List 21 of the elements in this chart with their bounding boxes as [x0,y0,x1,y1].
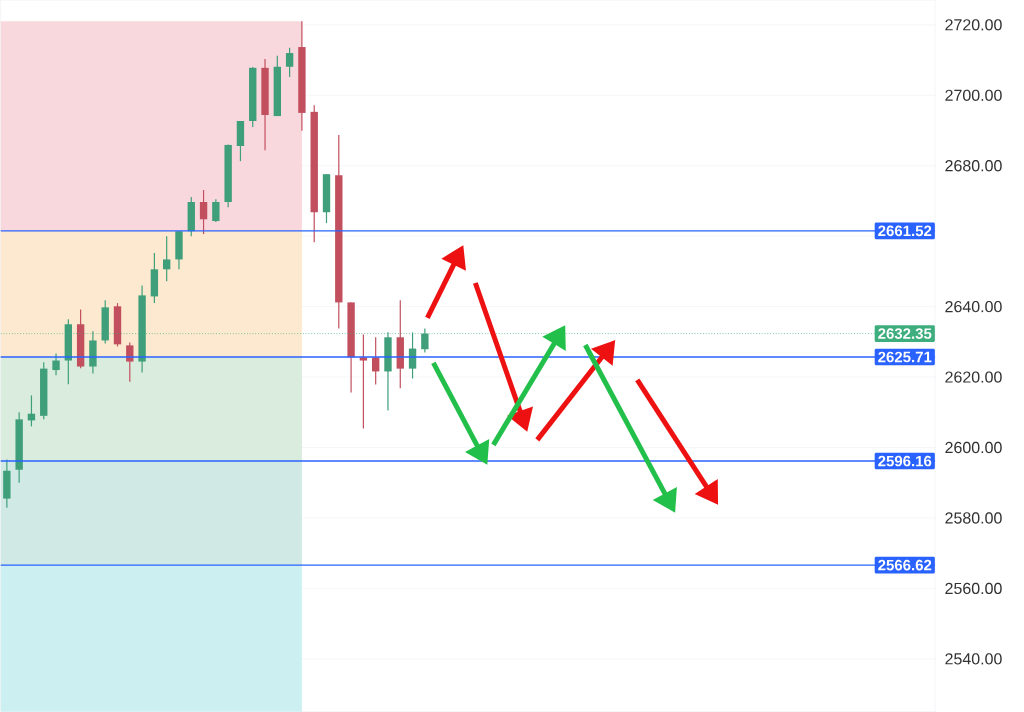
candlestick [162,235,171,282]
y-tick-label: 2640.00 [945,301,1002,313]
candlestick [199,189,208,235]
y-tick-label: 2540.00 [945,653,1002,665]
ref-line-label: 2625.71 [878,351,932,363]
y-tick-label: 2720.00 [945,19,1002,31]
ref-line-label: 2632.35 [878,328,932,339]
candlestick [212,198,220,223]
ref-line-label: 2661.52 [878,225,932,237]
y-tick-label: 2600.00 [945,441,1002,454]
ref-line-label: 2596.16 [878,455,932,467]
candlestick [421,327,429,354]
candlestick [359,333,368,430]
y-tick-label: 2560.00 [945,582,1002,595]
ref-line-label: 2566.62 [878,559,932,571]
y-tick-label: 2580.00 [945,512,1002,524]
y-tick-label: 2680.00 [945,160,1002,172]
y-tick-label: 2620.00 [945,371,1002,383]
candlestick [52,352,60,376]
candlestick [285,47,294,78]
y-tick-label: 2700.00 [945,89,1002,101]
